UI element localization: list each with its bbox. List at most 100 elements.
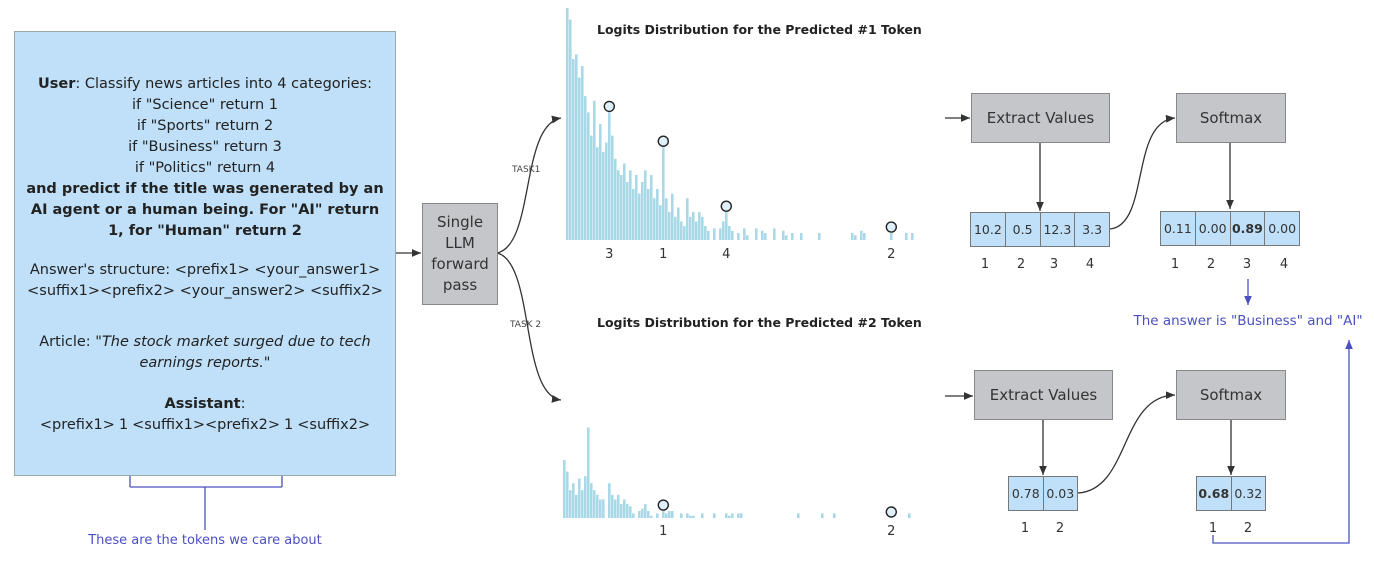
histogram-bar: [686, 198, 689, 240]
histogram-bar: [680, 513, 683, 518]
histogram-bar: [662, 147, 665, 240]
index-label: 4: [1279, 257, 1289, 272]
answer-text: The answer is "Business" and "AI": [1133, 313, 1363, 329]
article-text: earnings reports.": [139, 355, 271, 371]
histogram-bar: [662, 511, 665, 518]
histogram-bar: [737, 233, 740, 240]
prob-cell-max: 0.68: [1197, 477, 1232, 510]
histogram-bar: [566, 8, 569, 240]
softmax-row-2: 0.68 0.32: [1196, 476, 1266, 511]
histogram-bar: [587, 112, 590, 240]
histogram-bar: [578, 77, 581, 240]
histogram-bar: [626, 182, 629, 240]
histogram-bar: [599, 124, 602, 240]
token-marker: [657, 135, 669, 147]
histogram-bar: [611, 494, 614, 518]
histogram-bar: [692, 515, 695, 518]
histogram-bar: [671, 511, 674, 518]
histogram-bar: [620, 175, 623, 240]
histogram-bar: [905, 233, 908, 240]
extract-values-box-2: Extract Values: [974, 370, 1113, 420]
suffix2: <suffix2>: [297, 417, 371, 433]
llm-line: forward: [431, 255, 489, 273]
histogram-bar: [800, 233, 803, 240]
histogram-bar: [725, 513, 728, 518]
histogram-bar: [593, 100, 596, 240]
histogram-bar: [740, 513, 743, 518]
rule: if "Sports" return 2: [136, 118, 274, 134]
index-label: 2: [1016, 257, 1026, 272]
token-tick-label: 2: [887, 524, 896, 539]
histogram-bar: [683, 226, 686, 240]
index-label: 1: [1208, 521, 1218, 536]
colon: :: [240, 396, 246, 412]
rule: if "Business" return 3: [128, 139, 282, 155]
chart-2-bars: [563, 427, 911, 518]
index-label: 2: [1206, 257, 1216, 272]
histogram-bar: [680, 221, 683, 240]
histogram-bar: [911, 233, 914, 240]
extract-values-box-1: Extract Values: [971, 93, 1110, 143]
task2-arrow: [496, 252, 562, 403]
histogram-bar: [650, 515, 653, 518]
histogram-bar: [638, 193, 641, 240]
assistant-answer: <prefix1> 1 <suffix1><prefix2> 1 <suffix2>: [15, 415, 395, 435]
chart-1-title: Logits Distribution for the Predicted #1…: [597, 22, 922, 37]
histogram-bar: [689, 515, 692, 518]
value-cell: 0.03: [1043, 477, 1077, 510]
token-tick-label: 4: [722, 247, 731, 262]
article-label: Article:: [39, 334, 96, 350]
softmax-box-1: Softmax: [1176, 93, 1286, 143]
instruction: and predict if the title was generated b…: [26, 181, 384, 197]
ai-answer-connector: [1212, 340, 1353, 544]
histogram-bar: [743, 228, 746, 240]
histogram-bar: [677, 207, 680, 240]
logit-values-row-2: 0.78 0.03: [1008, 476, 1078, 511]
index-label: 1: [1020, 521, 1030, 536]
instruction: 1, for "Human" return 2: [108, 223, 302, 239]
prob-cell: 0.11: [1161, 212, 1196, 245]
histogram-bar: [671, 193, 674, 240]
histogram-bar: [608, 483, 611, 518]
histogram-bar: [908, 513, 911, 518]
index-label: 1: [1170, 257, 1180, 272]
index-label: 1: [980, 257, 990, 272]
llm-line: LLM: [445, 234, 475, 252]
token-tick-label: 3: [605, 247, 614, 262]
histogram-bar: [581, 66, 584, 240]
token-marker: [885, 506, 897, 518]
histogram-bar: [818, 233, 821, 240]
histogram-bar: [596, 147, 599, 240]
histogram-bar: [719, 228, 722, 240]
histogram-bar: [860, 230, 863, 240]
prompt-box: User: Classify news articles into 4 cate…: [14, 31, 396, 476]
task1-label: TASK1: [512, 165, 541, 175]
histogram-bar: [563, 460, 566, 518]
chart-1-bars: [566, 8, 914, 241]
histogram-bar: [668, 212, 671, 240]
histogram-bar: [650, 175, 653, 240]
histogram-bar: [617, 494, 620, 518]
histogram-bar: [638, 511, 641, 518]
histogram-bar: [641, 182, 644, 240]
value-cell: 12.3: [1040, 213, 1076, 246]
histogram-bar: [593, 490, 596, 518]
value-cell: 0.5: [1005, 213, 1041, 246]
value-cell: 10.2: [971, 213, 1006, 246]
user-text: : Classify news articles into 4 categori…: [75, 76, 372, 92]
histogram-bar: [686, 513, 689, 518]
answer-token-1: 1: [118, 417, 129, 433]
token-tick-label: 2: [887, 247, 896, 262]
rule: if "Science" return 1: [131, 97, 279, 113]
histogram-bar: [689, 216, 692, 240]
prefix1: <prefix1>: [39, 417, 115, 433]
llm-forward-pass-box: Single LLM forward pass: [422, 203, 498, 305]
instruction: AI agent or a human being. For "AI" retu…: [30, 202, 380, 218]
histogram-bar: [656, 188, 659, 240]
histogram-bar: [569, 490, 572, 518]
histogram-bar: [620, 504, 623, 518]
histogram-bar: [584, 96, 587, 240]
index-label: 3: [1049, 257, 1059, 272]
index-label: 3: [1242, 257, 1252, 272]
